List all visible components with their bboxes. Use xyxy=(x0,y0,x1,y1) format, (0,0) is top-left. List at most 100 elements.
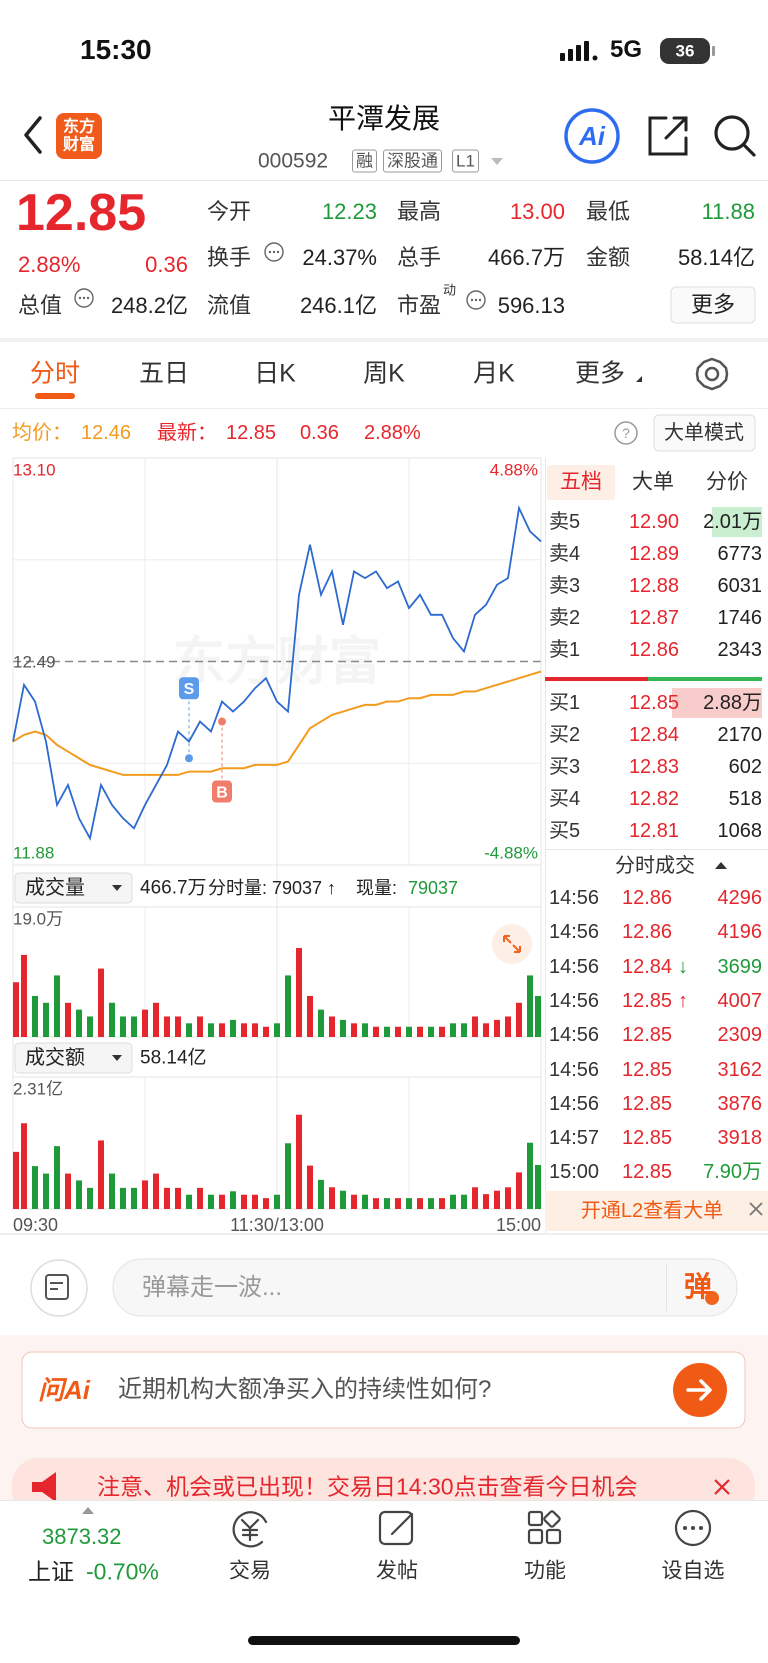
more-button-label[interactable]: 更多 xyxy=(690,292,736,317)
book-price: 12.83 xyxy=(628,756,679,778)
trades-title[interactable]: 分时成交 xyxy=(615,855,695,877)
dropdown-arrow[interactable] xyxy=(491,158,503,165)
x-tick-label: 09:30 xyxy=(13,1215,59,1235)
tab-bar-item[interactable]: 发帖 xyxy=(376,1559,418,1583)
help-icon[interactable] xyxy=(614,421,638,445)
field-value: 24.37% xyxy=(302,245,377,270)
notice-close[interactable] xyxy=(714,1479,730,1495)
more-button[interactable] xyxy=(670,286,756,324)
volume-bar xyxy=(241,1023,247,1037)
upsell-label[interactable]: 开通L2查看大单 xyxy=(580,1200,724,1222)
volume-bar xyxy=(340,1190,346,1209)
active-tab-indicator xyxy=(35,393,75,399)
volume-bar xyxy=(142,1180,148,1209)
expand-button[interactable] xyxy=(492,924,532,964)
comment-toggle-lines xyxy=(50,1282,63,1290)
comment-toggle[interactable] xyxy=(30,1259,88,1317)
trade-price: 12.85 xyxy=(622,1058,673,1081)
marker-badge xyxy=(179,677,199,700)
change-info: 0.36 xyxy=(300,422,339,444)
volume-bar xyxy=(285,975,291,1037)
book-volume: 2170 xyxy=(717,724,763,746)
volume-bar xyxy=(175,1016,181,1037)
field-value: 11.88 xyxy=(701,199,755,224)
notice-text[interactable]: 注意、机会或已出现！交易日14:30点击查看今日机会 xyxy=(97,1475,638,1499)
chart-tab[interactable]: 分时 xyxy=(29,359,81,388)
index-change: -0.70% xyxy=(86,1558,159,1585)
back-button[interactable] xyxy=(24,116,42,154)
indicator-select[interactable] xyxy=(14,1042,133,1074)
indicator-name[interactable]: 成交量 xyxy=(25,877,85,899)
volume-bar xyxy=(483,1023,489,1037)
volume-bar xyxy=(505,1187,511,1209)
book-level: 卖4 xyxy=(549,543,581,565)
mode-button[interactable] xyxy=(653,414,756,452)
field-value: 466.7万 xyxy=(487,245,565,270)
book-tab[interactable]: 分价 xyxy=(706,470,748,494)
chart-tab[interactable]: 五日 xyxy=(138,359,190,388)
indicator-name[interactable]: 成交额 xyxy=(25,1047,85,1069)
volume-bar xyxy=(296,948,302,1037)
volume-bar xyxy=(494,1019,500,1037)
indicator-select[interactable] xyxy=(14,872,133,904)
tab-bar-item[interactable]: 功能 xyxy=(524,1559,566,1583)
close-icon[interactable] xyxy=(749,1202,763,1216)
field-value: 248.2亿 xyxy=(110,293,188,318)
trade-volume: 2309 xyxy=(717,1024,763,1047)
book-tab[interactable]: 五档 xyxy=(560,470,602,494)
expand-icon xyxy=(503,935,521,953)
volume-bar xyxy=(230,1019,236,1037)
index-arrow xyxy=(82,1507,94,1514)
comment-input[interactable] xyxy=(112,1258,738,1317)
trade-time: 15:00 xyxy=(549,1161,600,1184)
trade-volume: 3876 xyxy=(717,1092,763,1115)
ai-label[interactable]: Ai xyxy=(579,121,605,151)
trade-time: 14:56 xyxy=(549,887,600,909)
volume-bar xyxy=(13,982,19,1037)
chart-tab[interactable]: 日K xyxy=(254,359,296,388)
home-indicator xyxy=(248,1636,520,1645)
volume-bar xyxy=(98,1140,104,1209)
book-tab[interactable]: 大单 xyxy=(632,470,674,494)
tab-bar-item[interactable]: 交易 xyxy=(229,1559,271,1583)
tab-bar-item[interactable]: 设自选 xyxy=(661,1559,725,1583)
volume-bar xyxy=(318,1009,324,1037)
volume-bar xyxy=(351,1023,357,1037)
trade-direction: ↑ xyxy=(678,989,688,1012)
volume-highlight xyxy=(712,507,762,537)
share-button[interactable] xyxy=(648,116,688,156)
ai-prompt-box[interactable] xyxy=(21,1351,746,1429)
chart-tab[interactable]: 更多 xyxy=(574,359,626,388)
mode-button-label[interactable]: 大单模式 xyxy=(664,422,744,444)
field-label: 流值 xyxy=(207,293,252,318)
comment-placeholder[interactable]: 弹幕走一波... xyxy=(142,1274,283,1301)
volume-bar xyxy=(362,1023,368,1037)
volume-bar xyxy=(450,1023,456,1037)
upsell-bar[interactable] xyxy=(545,1191,768,1231)
ai-button[interactable] xyxy=(564,108,620,164)
status-network: 5G xyxy=(610,36,643,63)
volume-bar xyxy=(285,1143,291,1209)
chart-tab[interactable]: 周K xyxy=(363,359,405,388)
volume-bar xyxy=(307,1165,313,1209)
volume-bar xyxy=(439,1026,445,1037)
ai-question[interactable]: 近期机构大额净买入的持续性如何? xyxy=(118,1376,492,1403)
logo-badge xyxy=(56,113,102,159)
volume-bar xyxy=(131,1016,137,1037)
y-tick-label: 13.10 xyxy=(13,460,56,480)
book-volume: 2.01万 xyxy=(703,511,762,533)
collapse-arrow[interactable] xyxy=(715,862,727,869)
search-button[interactable] xyxy=(714,115,756,157)
settings-button[interactable] xyxy=(695,357,729,391)
send-button[interactable]: 弹 xyxy=(683,1271,713,1302)
chart-tab[interactable]: 月K xyxy=(473,359,515,388)
divider xyxy=(0,1233,768,1235)
volume-bar xyxy=(54,975,60,1037)
book-level: 卖5 xyxy=(549,511,581,533)
volume-bar xyxy=(516,1172,522,1209)
volume-highlight xyxy=(672,688,762,718)
change-percent: 2.88% xyxy=(18,252,81,277)
field-label: 最高 xyxy=(397,199,442,224)
field-label: 换手 xyxy=(207,245,252,270)
field-label: 今开 xyxy=(207,199,252,224)
